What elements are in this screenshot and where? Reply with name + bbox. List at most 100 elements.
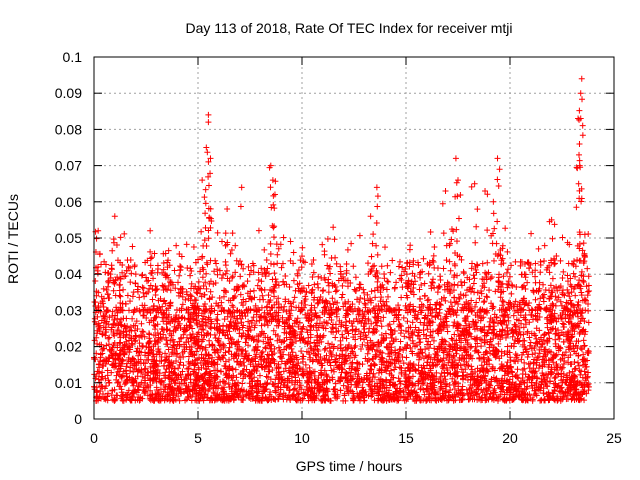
data-point (261, 266, 268, 273)
data-point (138, 272, 145, 279)
data-point (224, 331, 231, 338)
data-point (220, 293, 227, 300)
data-point (243, 366, 250, 373)
data-point (417, 354, 424, 361)
data-point (578, 346, 585, 353)
data-point (343, 318, 350, 325)
data-point (355, 311, 362, 318)
data-point (114, 392, 121, 399)
data-point (524, 279, 531, 286)
data-point (119, 269, 126, 276)
data-point (198, 228, 205, 235)
data-point (135, 352, 142, 359)
data-point (97, 387, 104, 394)
data-point (525, 361, 532, 368)
data-point (400, 314, 407, 321)
data-point (511, 307, 518, 314)
data-point (557, 298, 564, 305)
data-point (445, 359, 452, 366)
data-point (129, 315, 136, 322)
data-point (267, 388, 274, 395)
data-point (421, 293, 428, 300)
data-point (343, 370, 350, 377)
data-point (393, 279, 400, 286)
data-point (501, 350, 508, 357)
data-point (468, 297, 475, 304)
data-point (123, 363, 130, 370)
data-point (276, 336, 283, 343)
data-point (255, 227, 262, 234)
data-point (364, 291, 371, 298)
data-point (417, 339, 424, 346)
data-point (580, 337, 587, 344)
data-point (500, 313, 507, 320)
data-point (500, 298, 507, 305)
data-point (489, 305, 496, 312)
data-point (458, 278, 465, 285)
data-point (348, 240, 355, 247)
data-point (216, 295, 223, 302)
data-point (343, 261, 350, 268)
data-point (571, 358, 578, 365)
data-point (250, 314, 257, 321)
data-point (584, 288, 591, 295)
data-point (117, 363, 124, 370)
data-point (222, 262, 229, 269)
data-point (253, 332, 260, 339)
data-point (535, 365, 542, 372)
data-point (162, 350, 169, 357)
data-point (402, 328, 409, 335)
data-point (329, 295, 336, 302)
data-point (172, 285, 179, 292)
data-points (91, 75, 593, 404)
data-point (384, 293, 391, 300)
data-point (123, 338, 130, 345)
data-point (250, 287, 257, 294)
data-point (258, 278, 265, 285)
data-point (253, 318, 260, 325)
data-point (187, 272, 194, 279)
data-point (360, 286, 367, 293)
data-point (166, 262, 173, 269)
data-point (556, 335, 563, 342)
data-point (418, 349, 425, 356)
data-point (570, 285, 577, 292)
data-point (117, 347, 124, 354)
data-point (147, 262, 154, 269)
data-point (549, 355, 556, 362)
data-point (343, 335, 350, 342)
data-point (378, 263, 385, 270)
data-point (280, 368, 287, 375)
data-point (416, 286, 423, 293)
data-point (228, 246, 235, 253)
data-point (100, 313, 107, 320)
data-point (499, 302, 506, 309)
data-point (399, 284, 406, 291)
data-point (307, 307, 314, 314)
data-point (551, 260, 558, 267)
data-point (207, 310, 214, 317)
data-point (444, 328, 451, 335)
data-point (524, 354, 531, 361)
data-point (188, 293, 195, 300)
data-point (516, 301, 523, 308)
data-point (127, 279, 134, 286)
data-point (284, 384, 291, 391)
data-point (371, 314, 378, 321)
data-point (461, 279, 468, 286)
data-point (402, 266, 409, 273)
data-point (536, 313, 543, 320)
data-point (500, 273, 507, 280)
data-point (465, 362, 472, 369)
data-point (425, 345, 432, 352)
data-point (157, 379, 164, 386)
data-point (386, 321, 393, 328)
data-point (176, 272, 183, 279)
data-point (431, 345, 438, 352)
data-point (528, 230, 535, 237)
data-point (233, 339, 240, 346)
data-point (578, 268, 585, 275)
data-point (226, 356, 233, 363)
data-point (504, 266, 511, 273)
data-point (188, 268, 195, 275)
